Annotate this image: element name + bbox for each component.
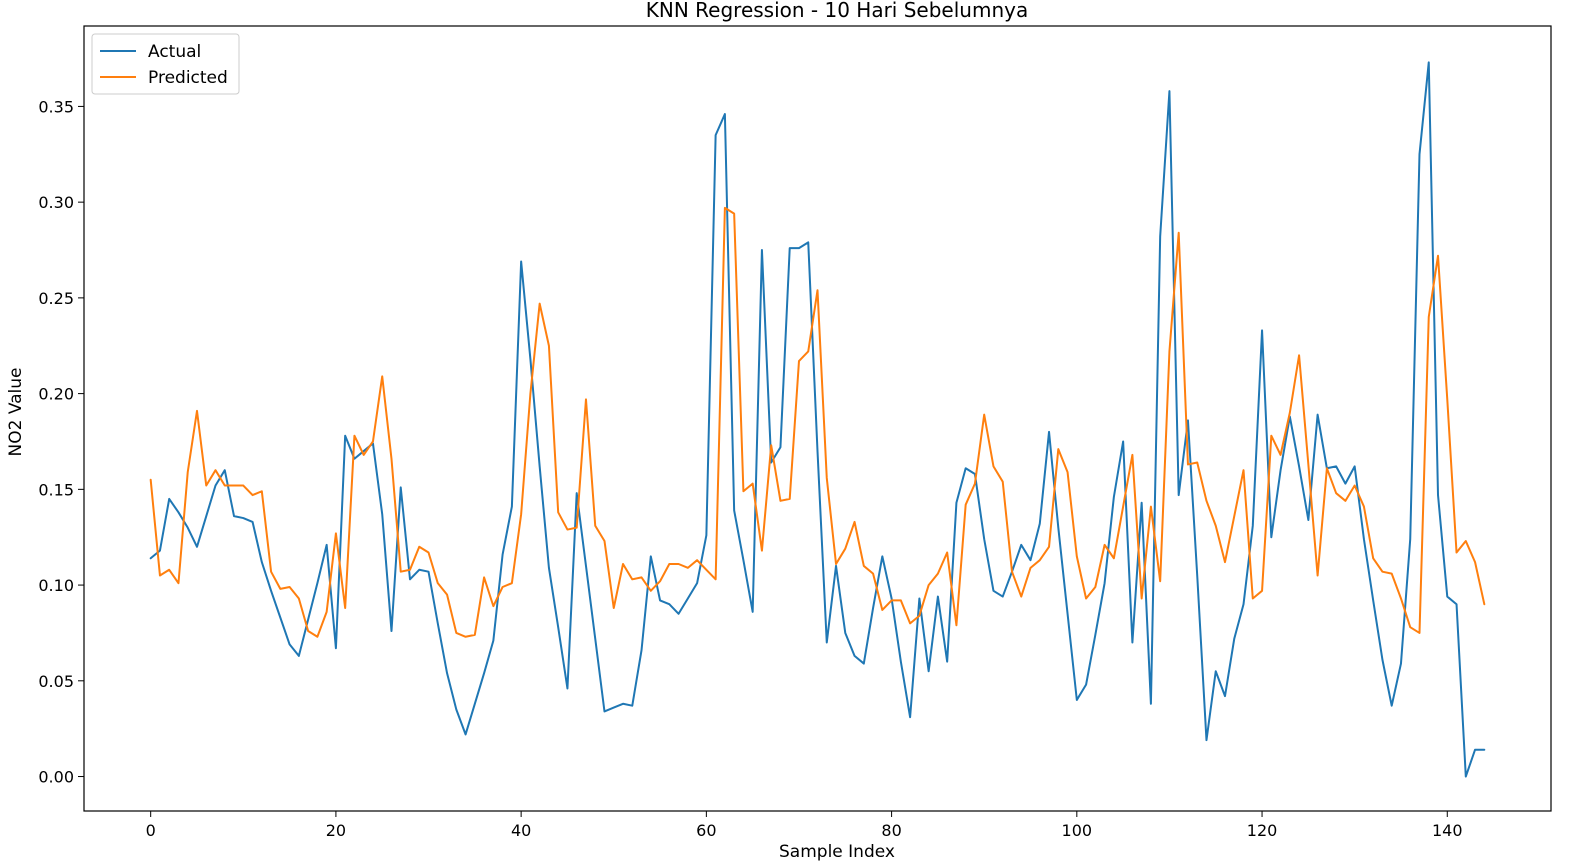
x-axis-label: Sample Index: [779, 842, 895, 862]
y-tick-label: 0.15: [38, 480, 74, 499]
x-tick-label: 140: [1432, 821, 1463, 840]
x-tick-label: 40: [511, 821, 531, 840]
axes-frame: [83, 25, 1552, 812]
x-axis: 0 20 40 60 80 100 120 140: [146, 811, 1463, 840]
y-tick-label: 0.00: [38, 768, 74, 787]
series-layer: [149, 61, 1486, 778]
legend-box: [91, 33, 240, 95]
series-line-predicted: [149, 206, 1486, 638]
legend: Actual Predicted: [91, 33, 240, 95]
x-tick-label: 60: [696, 821, 716, 840]
x-tick-label: 20: [326, 821, 346, 840]
y-tick-label: 0.25: [38, 289, 74, 308]
y-tick-label: 0.10: [38, 576, 74, 595]
x-tick-label: 100: [1062, 821, 1093, 840]
legend-label-actual: Actual: [148, 42, 201, 62]
y-tick-label: 0.05: [38, 672, 74, 691]
y-tick-label: 0.30: [38, 193, 74, 212]
x-tick-label: 0: [146, 821, 156, 840]
legend-label-predicted: Predicted: [148, 68, 228, 88]
chart-title: KNN Regression - 10 Hari Sebelumnya: [646, 0, 1028, 22]
series-line-actual: [149, 61, 1486, 778]
y-tick-label: 0.20: [38, 385, 74, 404]
x-tick-label: 120: [1247, 821, 1278, 840]
y-axis-label: NO2 Value: [6, 367, 26, 456]
plot-area: [83, 25, 1552, 812]
y-axis: 0.00 0.05 0.10 0.15 0.20 0.25 0.30 0.35: [38, 97, 84, 787]
y-tick-label: 0.35: [38, 97, 74, 116]
x-tick-label: 80: [881, 821, 901, 840]
